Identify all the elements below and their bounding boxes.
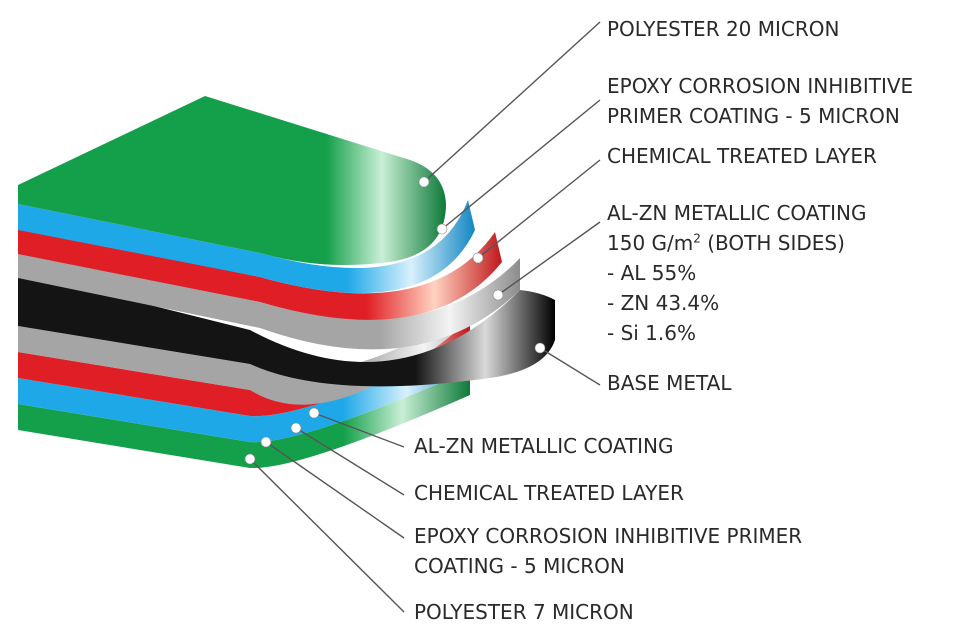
dot-top-polyester — [418, 176, 430, 188]
label-top-alzn-line2: 150 G/m2 (BOTH SIDES) — [607, 228, 867, 258]
leader-bottom-chemical — [295, 427, 405, 496]
label-bottom-primer-line2: COATING - 5 MICRON — [414, 554, 625, 578]
layer-bottom-primer — [18, 345, 470, 443]
layer-top-primer — [18, 200, 475, 294]
label-top-alzn-weight: 150 G/m — [607, 231, 694, 255]
layer-bottom-chemical — [18, 320, 470, 417]
label-top-alzn-line1: AL-ZN METALLIC COATING — [607, 201, 867, 225]
leader-top-primer — [441, 99, 601, 230]
layer-top-polyester — [18, 96, 446, 266]
label-base-metal-text: BASE METAL — [607, 371, 732, 395]
label-top-chemical-text: CHEMICAL TREATED LAYER — [607, 144, 877, 168]
label-top-polyester: POLYESTER 20 MICRON — [607, 14, 839, 44]
label-bottom-alzn-text: AL-ZN METALLIC COATING — [414, 434, 674, 458]
leader-base-metal — [539, 347, 601, 386]
label-bottom-alzn: AL-ZN METALLIC COATING — [414, 431, 674, 461]
leader-lines — [249, 21, 601, 613]
dot-bottom-polyester — [244, 453, 256, 465]
label-top-chemical: CHEMICAL TREATED LAYER — [607, 141, 877, 171]
label-bottom-polyester: POLYESTER 7 MICRON — [414, 597, 634, 627]
dot-bottom-chemical — [290, 422, 302, 434]
label-top-polyester-text: POLYESTER 20 MICRON — [607, 17, 840, 41]
dot-base-metal — [534, 342, 546, 354]
leader-top-chemical — [477, 159, 601, 259]
label-top-primer-line2: PRIMER COATING - 5 MICRON — [607, 104, 900, 128]
label-top-alzn-al: - AL 55% — [607, 261, 697, 285]
leader-bottom-polyester — [249, 458, 405, 613]
dot-top-alzn — [492, 289, 504, 301]
label-top-alzn-zn: - ZN 43.4% — [607, 291, 720, 315]
label-top-alzn-si: - Si 1.6% — [607, 321, 696, 345]
label-bottom-primer: EPOXY CORROSION INHIBITIVE PRIMER COATIN… — [414, 521, 802, 581]
marker-dots — [244, 176, 546, 465]
layer-top-alzn — [18, 252, 520, 350]
label-top-alzn-sides: (BOTH SIDES) — [700, 231, 845, 255]
leader-top-alzn — [497, 221, 601, 296]
label-top-primer: EPOXY CORROSION INHIBITIVE PRIMER COATIN… — [607, 71, 913, 131]
layer-base-metal — [18, 272, 555, 387]
dot-top-chemical — [472, 252, 484, 264]
dot-bottom-primer — [260, 436, 272, 448]
label-bottom-chemical: CHEMICAL TREATED LAYER — [414, 478, 684, 508]
label-bottom-primer-line1: EPOXY CORROSION INHIBITIVE PRIMER — [414, 524, 803, 548]
leader-bottom-alzn — [313, 412, 405, 448]
label-top-primer-line1: EPOXY CORROSION INHIBITIVE — [607, 74, 914, 98]
label-top-alzn-superscript: 2 — [693, 231, 701, 246]
leader-top-polyester — [423, 21, 601, 183]
label-bottom-chemical-text: CHEMICAL TREATED LAYER — [414, 481, 684, 505]
dot-top-primer — [436, 223, 448, 235]
layer-top-chemical — [18, 228, 502, 320]
leader-bottom-primer — [265, 441, 405, 539]
dot-bottom-alzn — [308, 407, 320, 419]
label-top-alzn: AL-ZN METALLIC COATING 150 G/m2 (BOTH SI… — [607, 198, 867, 348]
layer-bottom-polyester — [18, 370, 470, 469]
label-bottom-polyester-text: POLYESTER 7 MICRON — [414, 600, 634, 624]
label-base-metal: BASE METAL — [607, 368, 731, 398]
